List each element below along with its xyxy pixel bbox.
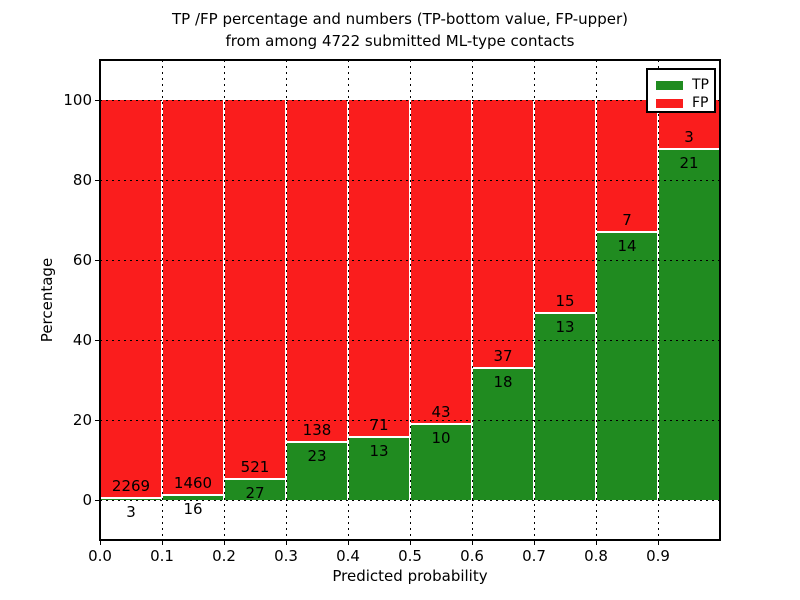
bar-segment-tp — [659, 150, 719, 500]
tp-count-label: 18 — [493, 373, 513, 392]
fp-count-label: 2269 — [111, 477, 151, 496]
tp-count-label: 3 — [126, 503, 136, 522]
x-tick-mark — [348, 540, 349, 545]
y-tick-label: 0 — [82, 491, 92, 509]
fp-count-label: 521 — [240, 458, 270, 477]
gridline-v — [286, 60, 287, 540]
x-tick-label: 0.8 — [584, 547, 608, 565]
x-tick-label: 0.0 — [88, 547, 112, 565]
bar-segment-fp — [349, 100, 409, 437]
tp-count-label: 10 — [431, 428, 451, 447]
bar-segment-tp — [535, 314, 595, 500]
legend-label-tp: TP — [692, 77, 709, 93]
tp-count-label: 23 — [307, 446, 327, 465]
x-tick-label: 0.2 — [212, 547, 236, 565]
fp-count-label: 1460 — [173, 473, 213, 492]
y-tick-label: 20 — [72, 411, 92, 429]
fp-count-label: 3 — [684, 128, 694, 146]
gridline-v — [162, 60, 163, 540]
x-tick-label: 0.5 — [398, 547, 422, 565]
x-tick-mark — [410, 540, 411, 545]
legend-swatch-tp — [656, 80, 683, 90]
tp-count-label: 16 — [183, 499, 203, 518]
bar-segment-fp — [411, 100, 471, 423]
gridline-v — [348, 60, 349, 540]
legend-entry-fp: FP — [656, 95, 709, 111]
fp-count-label: 15 — [555, 292, 575, 311]
x-tick-mark — [286, 540, 287, 545]
bar-segment-tp — [101, 499, 161, 500]
x-tick-mark — [534, 540, 535, 545]
bar-segment-tp — [163, 495, 223, 500]
bar-segment-tp — [287, 442, 347, 500]
bar-segment-fp — [101, 100, 161, 498]
bar-segment-tp — [349, 438, 409, 500]
bar-segment-fp — [163, 100, 223, 494]
y-tick-label: 80 — [72, 171, 92, 189]
tp-count-label: 13 — [369, 442, 389, 461]
gridline-v — [658, 60, 659, 540]
bar-segment-fp — [473, 100, 533, 368]
legend: TP FP — [646, 68, 716, 113]
gridline-v — [472, 60, 473, 540]
bar-segment-fp — [225, 100, 285, 479]
x-tick-mark — [472, 540, 473, 545]
fp-count-label: 43 — [431, 402, 451, 421]
x-tick-label: 0.9 — [646, 547, 670, 565]
x-tick-label: 0.1 — [150, 547, 174, 565]
fp-count-label: 138 — [302, 420, 332, 439]
plot-area: 2269 3 1460 16 521 27 138 23 71 13 43 10 37 18 15 13 7 14… — [100, 60, 720, 540]
tp-count-label: 13 — [555, 318, 575, 337]
chart-title-line-1: TP /FP percentage and numbers (TP-bottom… — [172, 10, 628, 28]
bar-segment-fp — [287, 100, 347, 441]
x-axis-label: Predicted probability — [332, 567, 488, 585]
legend-entry-tp: TP — [656, 77, 709, 93]
tp-count-label: 27 — [245, 484, 265, 503]
gridline-v — [224, 60, 225, 540]
x-tick-mark — [162, 540, 163, 545]
bar-segment-tp — [473, 369, 533, 500]
tp-count-label: 21 — [679, 154, 699, 172]
x-tick-mark — [100, 540, 101, 545]
x-tick-label: 0.3 — [274, 547, 298, 565]
bar-segment-fp — [535, 100, 595, 313]
gridline-v — [534, 60, 535, 540]
gridline-v — [596, 60, 597, 540]
tp-count-label: 14 — [617, 237, 637, 256]
bar-segment-tp — [225, 480, 285, 500]
y-tick-label: 100 — [63, 91, 92, 109]
x-tick-mark — [596, 540, 597, 545]
y-axis-label: Percentage — [38, 257, 56, 343]
fp-count-label: 37 — [493, 347, 513, 366]
bar-segment-tp — [597, 233, 657, 500]
legend-swatch-fp — [656, 98, 683, 108]
bar-segment-tp — [411, 424, 471, 500]
fp-count-label: 71 — [369, 416, 389, 435]
bar-segment-fp — [597, 100, 657, 232]
x-tick-label: 0.7 — [522, 547, 546, 565]
x-tick-label: 0.6 — [460, 547, 484, 565]
gridline-v — [410, 60, 411, 540]
chart-title-line-2: from among 4722 submitted ML-type contac… — [225, 32, 575, 50]
x-tick-mark — [658, 540, 659, 545]
x-tick-mark — [224, 540, 225, 545]
legend-label-fp: FP — [692, 95, 709, 111]
fp-count-label: 7 — [622, 211, 632, 230]
x-tick-label: 0.4 — [336, 547, 360, 565]
